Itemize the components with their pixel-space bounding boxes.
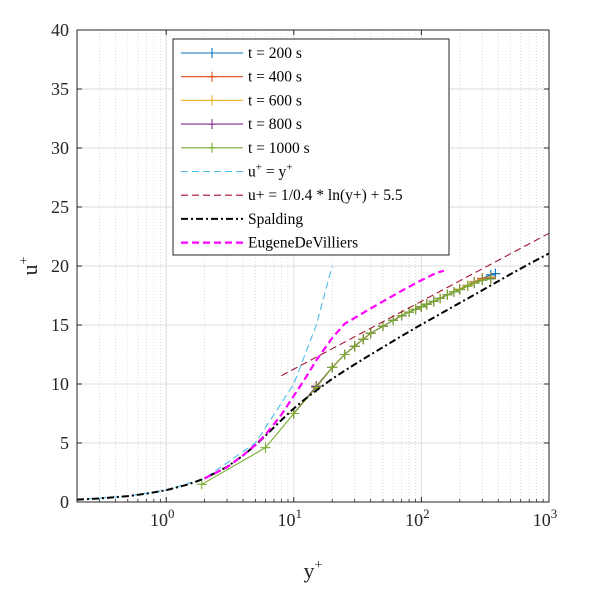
legend-label: u+ = y+ bbox=[248, 162, 292, 181]
data-point-marker bbox=[358, 334, 369, 345]
legend-label: u+ = 1/0.4 * ln(y+) + 5.5 bbox=[248, 187, 403, 204]
legend-marker bbox=[207, 95, 217, 106]
series-7 bbox=[76, 252, 550, 501]
series-line bbox=[204, 269, 445, 480]
data-point-marker bbox=[416, 301, 427, 312]
x-tick-label: 102 bbox=[405, 506, 430, 530]
legend-item: u+ = 1/0.4 * ln(y+) + 5.5 bbox=[181, 187, 403, 204]
data-point-marker bbox=[410, 304, 421, 315]
legend-box bbox=[172, 38, 450, 256]
legend-marker bbox=[207, 48, 217, 58]
y-tick-label: 25 bbox=[51, 197, 69, 217]
data-point-marker bbox=[421, 299, 432, 310]
series-6 bbox=[281, 232, 550, 377]
data-point-marker bbox=[377, 321, 388, 332]
y-tick-label: 35 bbox=[51, 79, 69, 99]
data-point-marker bbox=[365, 328, 376, 339]
ticks bbox=[77, 29, 550, 503]
y-tick-label: 20 bbox=[51, 256, 69, 276]
data-point-marker bbox=[196, 479, 207, 490]
legend-item: t = 200 s bbox=[181, 45, 302, 62]
data-point-marker bbox=[448, 286, 459, 297]
data-point-marker bbox=[485, 273, 496, 284]
y-tick-label: 15 bbox=[51, 315, 69, 335]
legend-marker bbox=[207, 142, 217, 153]
series-line bbox=[76, 252, 550, 501]
legend-label: EugeneDeVilliers bbox=[248, 235, 358, 252]
x-tick-label: 100 bbox=[150, 506, 175, 530]
data-point-marker bbox=[454, 284, 465, 295]
legend-item: u+ = y+ bbox=[181, 162, 292, 181]
data-point-marker bbox=[435, 293, 446, 304]
legend-label: t = 600 s bbox=[248, 92, 302, 109]
data-point-marker bbox=[260, 442, 271, 453]
legend-item: t = 800 s bbox=[181, 116, 302, 133]
data-point-marker bbox=[288, 408, 299, 419]
legend-item: t = 1000 s bbox=[181, 140, 310, 157]
y-axis-label: u+ bbox=[17, 256, 42, 275]
legend-label: t = 400 s bbox=[248, 69, 302, 86]
y-tick-label: 5 bbox=[60, 433, 69, 453]
x-tick-label: 103 bbox=[533, 506, 558, 530]
series-8 bbox=[204, 269, 445, 480]
legend-item: t = 600 s bbox=[181, 92, 302, 109]
data-point-marker bbox=[339, 349, 350, 360]
data-point-marker bbox=[477, 275, 488, 286]
y-tick-label: 10 bbox=[51, 374, 69, 394]
data-point-marker bbox=[462, 281, 473, 292]
y-tick-label: 30 bbox=[51, 138, 69, 158]
legend-item: Spalding bbox=[181, 211, 303, 228]
tick-labels: 0 5 10 15 20 25 30 35 40 100 101 102 103 bbox=[51, 20, 557, 530]
legend-label: t = 800 s bbox=[248, 116, 302, 133]
data-point-marker bbox=[469, 278, 480, 289]
x-axis-label: y+ bbox=[304, 558, 323, 583]
x-tick-label: 101 bbox=[278, 506, 303, 530]
legend-item: t = 400 s bbox=[181, 69, 302, 86]
legend-marker bbox=[207, 119, 217, 130]
legend-label: t = 200 s bbox=[248, 45, 302, 62]
legend-label: t = 1000 s bbox=[248, 140, 310, 157]
data-point-marker bbox=[428, 296, 439, 307]
data-point-marker bbox=[349, 341, 360, 352]
series-line bbox=[76, 265, 333, 501]
legend-label: Spalding bbox=[248, 211, 303, 228]
y-tick-label: 0 bbox=[60, 492, 69, 512]
data-point-marker bbox=[404, 307, 415, 318]
legend-marker bbox=[207, 71, 217, 82]
data-point-marker bbox=[442, 289, 453, 300]
legend: t = 200 s t = 400 s t = 600 s t = 800 s t = … bbox=[172, 38, 450, 256]
series-layer bbox=[76, 232, 550, 501]
y-tick-label: 40 bbox=[51, 20, 69, 40]
data-point-marker bbox=[327, 362, 338, 373]
legend-item: EugeneDeVilliers bbox=[181, 235, 358, 252]
series-5 bbox=[76, 265, 333, 501]
series-line bbox=[281, 232, 550, 377]
